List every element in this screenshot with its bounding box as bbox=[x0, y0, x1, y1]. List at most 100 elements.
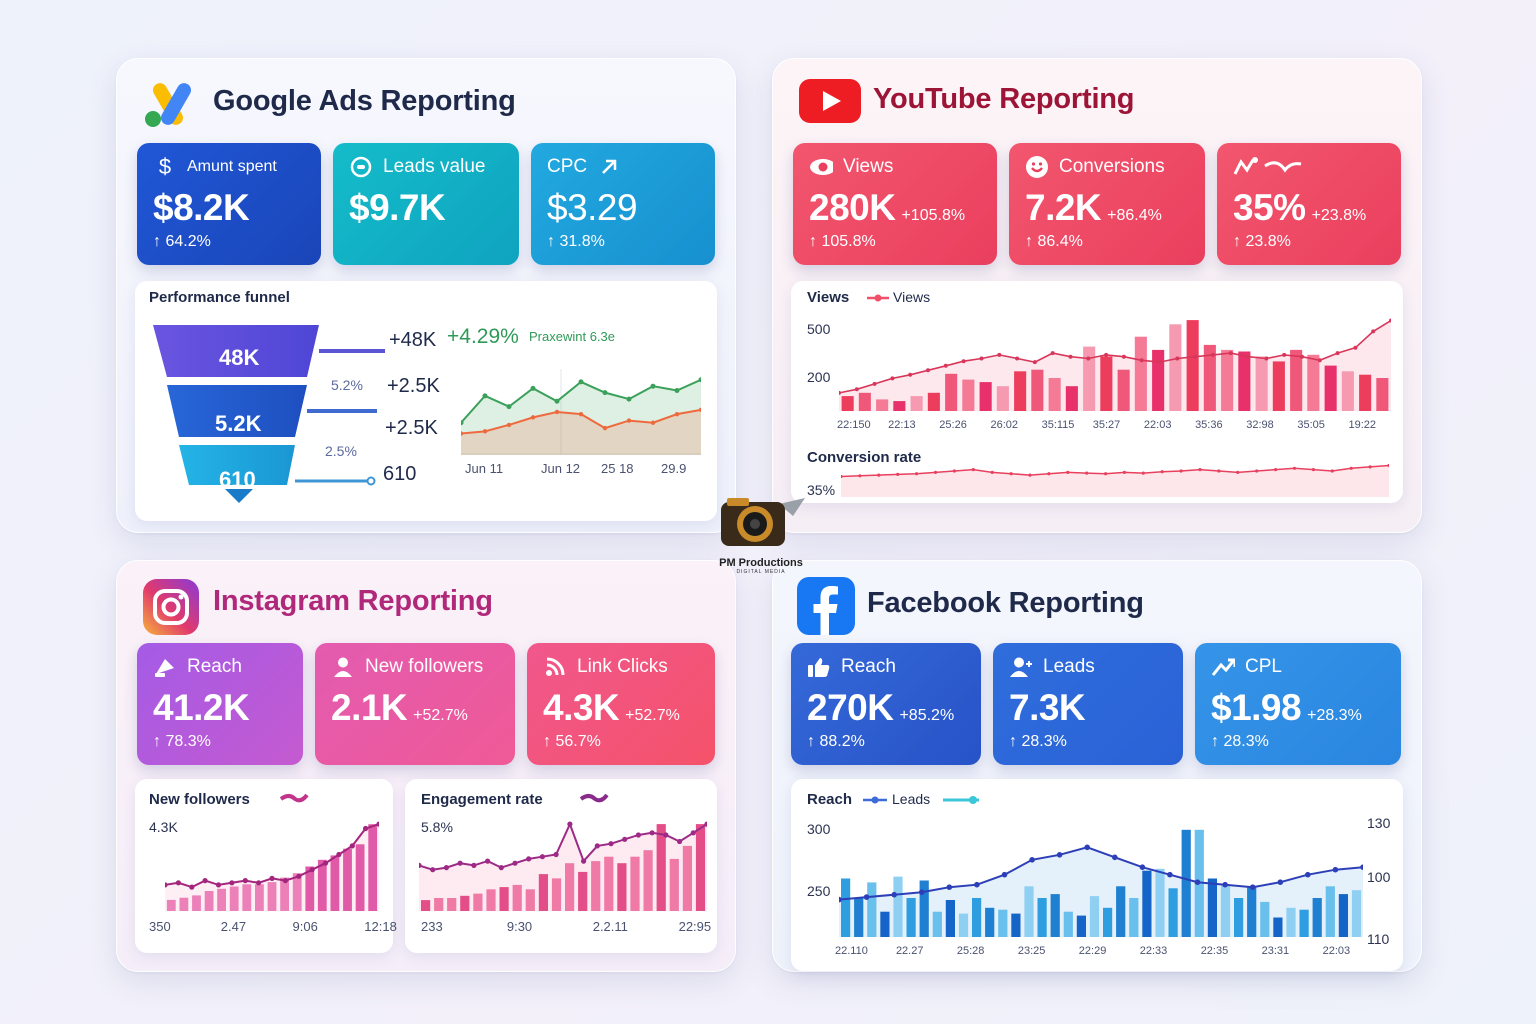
series-point bbox=[1228, 351, 1233, 356]
chart-bar bbox=[985, 907, 995, 937]
chart-bar bbox=[996, 386, 1009, 411]
funnel-delta: +2.5K bbox=[387, 375, 440, 397]
series-point bbox=[1157, 360, 1162, 365]
arrow-up-right-icon bbox=[597, 155, 621, 179]
series-point bbox=[979, 356, 984, 361]
card-title: Engagement rate bbox=[421, 791, 543, 808]
series-point bbox=[506, 404, 512, 410]
series-point bbox=[578, 379, 584, 385]
series-line bbox=[839, 846, 1363, 901]
kpi-link-clicks[interactable]: Link Clicks 4.3K +52.7% ↑ 56.7% bbox=[527, 643, 715, 765]
series-point bbox=[1139, 358, 1144, 363]
series-point bbox=[1282, 352, 1287, 357]
kpi-cpl[interactable]: CPL $1.98 +28.3% ↑ 28.3% bbox=[1195, 643, 1401, 765]
kpi-leads-value[interactable]: Leads value $9.7K bbox=[333, 143, 519, 265]
chart-bar bbox=[1272, 361, 1285, 411]
series-point bbox=[581, 858, 587, 864]
series-point bbox=[946, 884, 953, 890]
kpi-change: ↑ 78.3% bbox=[153, 733, 211, 750]
legend-label: Views bbox=[893, 289, 931, 305]
chart-bar bbox=[434, 898, 444, 911]
trend-mini-chart bbox=[461, 369, 701, 455]
chart-bar bbox=[854, 898, 864, 937]
kpi-delta: +28.3% bbox=[1307, 707, 1362, 724]
funnel-stage-value: 610 bbox=[219, 467, 256, 492]
chart-bar bbox=[1065, 386, 1078, 411]
x-tick: 22:03 bbox=[1322, 945, 1351, 957]
kpi-change: ↑ 23.8% bbox=[1233, 233, 1291, 250]
kpi-reach[interactable]: Reach 41.2K ↑ 78.3% bbox=[137, 643, 303, 765]
chart-bar bbox=[551, 878, 562, 911]
chart-bar bbox=[499, 887, 509, 911]
pm-productions-watermark: PM Productions DIGITAL MEDIA bbox=[706, 490, 816, 580]
funnel-delta: +48K bbox=[389, 329, 437, 351]
instagram-panel: Instagram Reporting Reach 41.2K ↑ 78.3% … bbox=[116, 560, 736, 972]
series-point bbox=[649, 830, 655, 836]
x-axis-labels: 22:150 22:13 25:26 26:02 35:115 35:27 22:03 35:… bbox=[837, 419, 1393, 435]
chart-bar bbox=[893, 401, 906, 411]
series-point bbox=[349, 843, 355, 849]
chart-bar bbox=[1134, 336, 1147, 411]
series-point bbox=[322, 860, 329, 866]
series-point bbox=[952, 469, 956, 473]
series-point bbox=[1335, 351, 1340, 356]
series-point bbox=[841, 474, 843, 479]
series-point bbox=[626, 418, 632, 423]
kpi-conversion-rate[interactable]: 35% +23.8% ↑ 23.8% bbox=[1217, 143, 1401, 265]
kpi-leads[interactable]: Leads 7.3K ↑ 28.3% bbox=[993, 643, 1183, 765]
series-point bbox=[256, 880, 262, 886]
kpi-label: Conversions bbox=[1059, 156, 1165, 177]
chart-bar bbox=[962, 379, 975, 411]
series-point bbox=[1277, 879, 1284, 885]
kpi-delta: +86.4% bbox=[1107, 207, 1162, 224]
series-point bbox=[461, 431, 464, 436]
chart-bar bbox=[1325, 886, 1335, 937]
chart-bar bbox=[578, 871, 588, 911]
series-point bbox=[943, 363, 948, 368]
series-point bbox=[1009, 472, 1013, 476]
series-point bbox=[918, 889, 925, 895]
kpi-amount-spent[interactable]: $ Amunt spent $8.2K ↑ 64.2% bbox=[137, 143, 321, 265]
kpi-value-row: 7.2K +86.4% bbox=[1025, 187, 1189, 229]
kpi-conversions[interactable]: Conversions 7.2K +86.4% ↑ 86.4% bbox=[1009, 143, 1205, 265]
chart-bar bbox=[1031, 369, 1044, 411]
series-point bbox=[282, 878, 288, 884]
reach-leads-chart bbox=[839, 829, 1363, 937]
chart-bar bbox=[1037, 898, 1047, 937]
facebook-logo bbox=[797, 577, 855, 635]
kpi-cpc[interactable]: CPC $3.29 ↑ 31.8% bbox=[531, 143, 715, 265]
kpi-reach[interactable]: Reach 270K +85.2% ↑ 88.2% bbox=[791, 643, 981, 765]
series-point bbox=[1300, 354, 1304, 359]
series-point bbox=[896, 472, 900, 476]
google-ads-panel: Google Ads Reporting $ Amunt spent $8.2K … bbox=[116, 58, 736, 533]
chart-bar bbox=[1324, 365, 1337, 411]
chart-bar bbox=[1014, 371, 1027, 411]
chart-bar bbox=[841, 396, 854, 411]
kpi-views[interactable]: Views 280K +105.8% ↑ 105.8% bbox=[793, 143, 997, 265]
chart-bar bbox=[292, 873, 302, 911]
funnel-delta: +2.5K bbox=[385, 417, 438, 439]
chart-bar bbox=[1117, 369, 1130, 411]
series-point bbox=[512, 860, 518, 866]
x-tick: Jun 12 bbox=[541, 461, 581, 476]
legend-label: Leads bbox=[892, 791, 931, 807]
series-point bbox=[626, 396, 632, 402]
series-point bbox=[539, 854, 545, 860]
performance-funnel-card: Performance funnel 48K 5.2K 610 5.2% 2.5… bbox=[135, 281, 717, 521]
chart-bar bbox=[932, 911, 942, 937]
series-point bbox=[1047, 472, 1051, 476]
kpi-label: Amunt spent bbox=[187, 158, 277, 175]
series-point bbox=[430, 867, 436, 873]
x-tick: Jun 11 bbox=[465, 461, 504, 476]
chart-bar bbox=[1207, 878, 1217, 937]
series-point bbox=[933, 470, 938, 474]
series-point bbox=[1056, 852, 1063, 858]
kpi-new-followers[interactable]: New followers 2.1K +52.7% bbox=[315, 643, 515, 765]
series-point bbox=[202, 878, 208, 884]
kpi-value: 4.3K bbox=[543, 687, 620, 728]
legend-swatch bbox=[579, 793, 609, 803]
kpi-value-row: 4.3K +52.7% bbox=[543, 687, 699, 729]
series-point bbox=[1032, 360, 1037, 365]
chart-bar bbox=[267, 882, 277, 911]
series-point bbox=[1255, 469, 1259, 473]
